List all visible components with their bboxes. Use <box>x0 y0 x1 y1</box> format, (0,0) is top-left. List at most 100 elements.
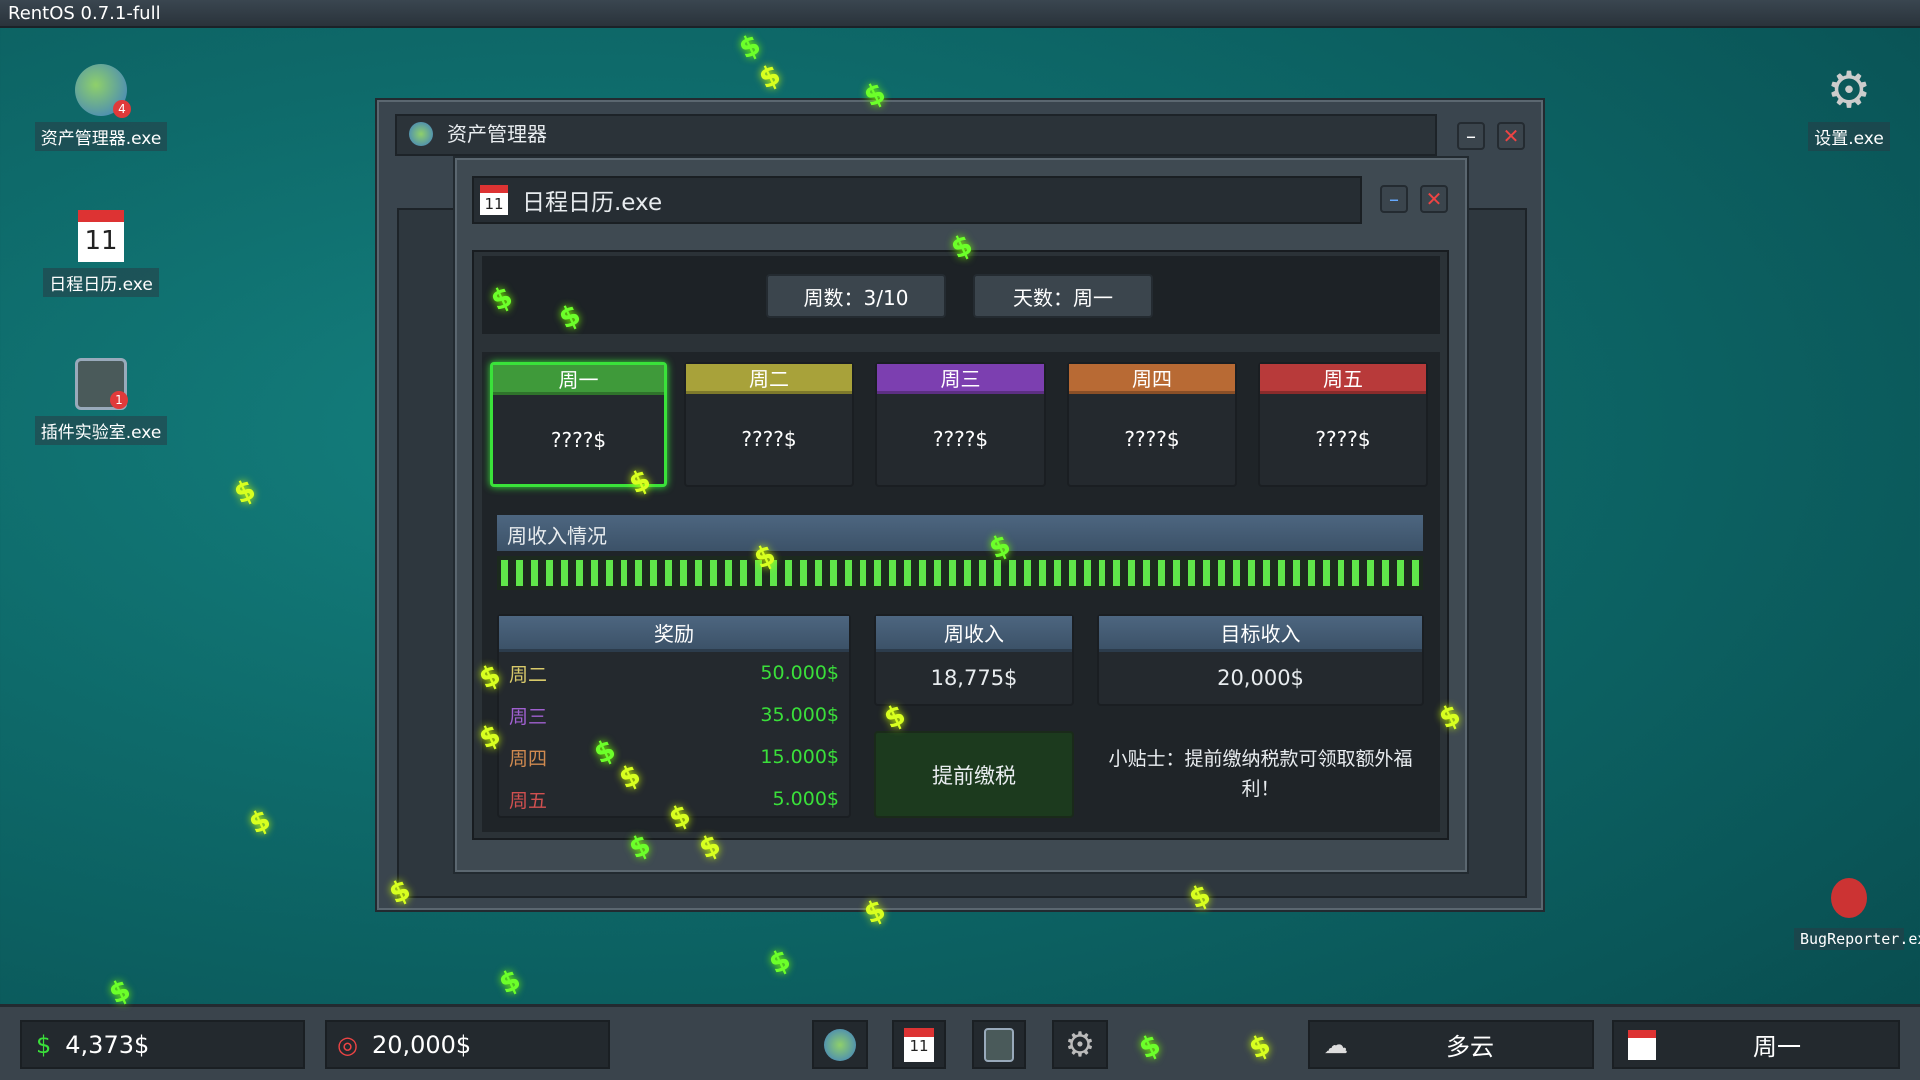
day-card-title: 周三 <box>877 364 1044 394</box>
progress-segment <box>1201 558 1212 588</box>
day-card[interactable]: 周二 ????$ <box>684 362 854 487</box>
taskbar-app-settings[interactable]: ⚙ <box>1052 1020 1108 1069</box>
asset-manager-title: 资产管理器 <box>447 122 547 146</box>
progress-segment <box>1171 558 1183 588</box>
progress-segment <box>678 558 690 588</box>
progress-segment <box>1141 558 1153 588</box>
target-income-value: 20,000$ <box>1217 666 1304 690</box>
day-count-button[interactable]: 天数：周一 <box>973 274 1153 318</box>
progress-segment <box>1156 558 1168 588</box>
progress-segment <box>827 558 839 588</box>
day-card[interactable]: 周四 ????$ <box>1067 362 1237 487</box>
progress-segment <box>1066 558 1078 588</box>
progress-segment <box>932 558 944 588</box>
progress-segment <box>1260 558 1272 588</box>
reward-day: 周五 <box>509 789 548 812</box>
progress-segment <box>1290 558 1302 588</box>
minimize-button[interactable]: – <box>1457 122 1485 150</box>
pay-tax-early-button[interactable]: 提前缴税 <box>874 731 1074 818</box>
day-card-value: ????$ <box>1124 427 1180 451</box>
reward-amount: 35.000$ <box>760 704 839 726</box>
progress-segment <box>723 558 734 588</box>
progress-segment <box>1275 558 1287 588</box>
reward-row: 周二 50.000$ <box>499 652 849 694</box>
day-card[interactable]: 周三 ????$ <box>875 362 1046 487</box>
falling-dollar-icon: $ <box>243 802 276 841</box>
globe-icon: 4 <box>75 64 131 118</box>
progress-segment <box>1051 558 1063 588</box>
asset-manager-title-bar[interactable]: 资产管理器 <box>395 114 1437 156</box>
ladybug-icon <box>1831 878 1867 918</box>
progress-segment <box>1305 558 1317 588</box>
target-income-box: 目标收入 20,000$ <box>1097 614 1424 706</box>
progress-segment <box>618 558 630 588</box>
gear-icon: ⚙ <box>1826 61 1872 119</box>
reward-day: 周三 <box>509 705 548 728</box>
progress-segment <box>499 558 510 588</box>
progress-segment <box>1320 558 1332 588</box>
close-button[interactable]: ✕ <box>1420 185 1448 213</box>
reward-row: 周四 15.000$ <box>499 736 849 778</box>
week-count-button[interactable]: 周数：3/10 <box>766 274 946 318</box>
window-title-bar[interactable]: 11 日程日历.exe <box>472 176 1362 224</box>
desktop-icon-plugin-lab[interactable]: 1 插件实验室.exe <box>26 358 176 445</box>
progress-segment <box>1126 558 1138 588</box>
day-card-value: ????$ <box>1315 427 1371 451</box>
gear-icon: ⚙ <box>1064 1024 1096 1065</box>
calendar-icon <box>1628 1029 1656 1060</box>
progress-segment <box>603 558 615 588</box>
close-button[interactable]: ✕ <box>1497 122 1525 150</box>
tip-text: 小贴士：提前缴纳税款可领取额外福利！ <box>1108 748 1413 800</box>
weekly-income-label: 周收入 <box>876 616 1072 652</box>
desktop-icon-settings[interactable]: ⚙ 设置.exe <box>1774 64 1920 151</box>
progress-segment <box>1395 558 1407 588</box>
day-card[interactable]: 周一 ????$ <box>490 362 667 487</box>
progress-segment <box>962 558 973 588</box>
day-card-title: 周一 <box>493 365 664 395</box>
progress-segment <box>767 558 779 588</box>
weekly-income-box: 周收入 18,775$ <box>874 614 1074 706</box>
progress-segment <box>528 558 540 588</box>
progress-segment <box>1365 558 1377 588</box>
progress-segment <box>872 558 884 588</box>
desktop-icon-bugreporter[interactable]: BugReporter.exe <box>1774 878 1920 950</box>
dollar-icon: $ <box>36 1030 52 1059</box>
rewards-table: 奖励 周二 50.000$ 周三 35.000$ 周四 15.000$ 周五 5.000$ <box>497 614 851 818</box>
taskbar-app-asset-manager[interactable] <box>812 1020 868 1069</box>
progress-segment <box>887 558 899 588</box>
desktop-icon-calendar[interactable]: 11 日程日历.exe <box>26 210 176 297</box>
progress-segment <box>1230 558 1242 588</box>
reward-day: 周二 <box>509 663 548 686</box>
desktop-icon-asset-manager[interactable]: 4 资产管理器.exe <box>26 64 176 151</box>
window-title: 日程日历.exe <box>522 190 663 216</box>
progress-segment <box>663 558 675 588</box>
weekly-income-header: 周收入情况 <box>497 515 1423 551</box>
progress-segment <box>1186 558 1198 588</box>
taskbar-app-calendar[interactable]: 11 <box>892 1020 946 1069</box>
progress-segment <box>842 558 854 588</box>
reward-row: 周五 5.000$ <box>499 778 849 820</box>
day-card-value: ????$ <box>932 427 989 451</box>
taskbar-app-plugin-lab[interactable] <box>972 1020 1026 1069</box>
cloud-icon: ☁ <box>1324 1030 1348 1059</box>
progress-segment <box>991 558 1003 588</box>
target-display: ◎ 20,000$ <box>325 1020 610 1069</box>
progress-segment <box>1021 558 1033 588</box>
progress-segment <box>782 558 794 588</box>
progress-segment <box>573 558 585 588</box>
day-card-title: 周二 <box>686 364 852 394</box>
reward-amount: 50.000$ <box>760 662 839 684</box>
rewards-header: 奖励 <box>499 616 849 652</box>
progress-segment <box>1380 558 1392 588</box>
progress-segment <box>1335 558 1347 588</box>
taskbar: $4,373$ ◎ 20,000$ 11 ⚙ ☁ 多云 周一 <box>0 1004 1920 1080</box>
target-income-label: 目标收入 <box>1099 616 1422 652</box>
calendar-icon: 11 <box>78 210 124 262</box>
minimize-button[interactable]: – <box>1380 185 1408 213</box>
reward-row: 周三 35.000$ <box>499 694 849 736</box>
progress-segment <box>797 558 809 588</box>
progress-segment <box>1006 558 1018 588</box>
calendar-icon: 11 <box>904 1027 934 1062</box>
os-title-bar: RentOS 0.7.1-full <box>0 0 1920 28</box>
day-card[interactable]: 周五 ????$ <box>1258 362 1428 487</box>
